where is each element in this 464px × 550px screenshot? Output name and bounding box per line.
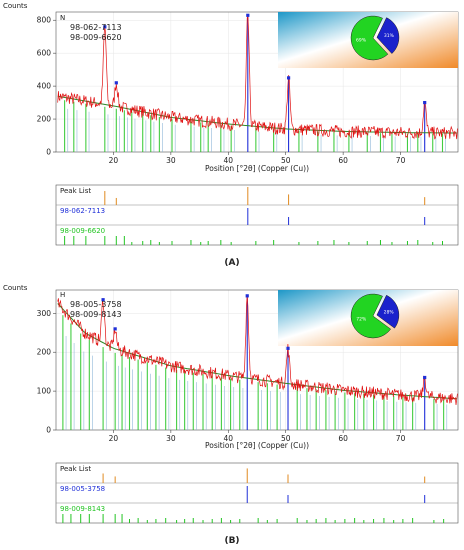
- caption-b: (B): [224, 536, 239, 546]
- peak-marker: [114, 81, 118, 85]
- sticks-main-b: [62, 295, 448, 430]
- y-tick-label: 0: [46, 426, 51, 435]
- measured-pattern-a: [57, 15, 458, 140]
- peak-markers-b: [101, 294, 427, 380]
- y-tick-label: 200: [37, 115, 52, 124]
- pie-b: 28% 72%: [350, 293, 400, 339]
- measured-curve: [57, 295, 458, 406]
- inset-a: 31% 69%: [278, 12, 458, 68]
- pie-slice: [376, 294, 400, 329]
- axis-ticks-a: 20 30 40 50 60 70 0 200 400 600 800: [37, 16, 406, 165]
- peak-marker: [286, 76, 291, 80]
- peak-markers-a: [103, 13, 427, 105]
- y-tick-label: 400: [37, 82, 52, 91]
- x-tick-label: 60: [338, 434, 348, 443]
- peak-marker: [423, 100, 427, 105]
- plot-frame-a: [55, 11, 459, 153]
- x-axis-label-b: Position [°2θ] (Copper (Cu)): [205, 441, 309, 450]
- pie-slice-label: 28%: [384, 310, 395, 316]
- panel-letter-b: H: [60, 291, 65, 299]
- peak-marker: [103, 25, 107, 29]
- y-tick-label: 800: [37, 16, 52, 25]
- y-tick-label: 0: [46, 148, 51, 157]
- stick-row-label-ref1-b: 98-005-3758: [60, 485, 105, 493]
- stick-row-label-peaklist-b: Peak List: [60, 465, 91, 473]
- sticks-main-a: [64, 15, 446, 152]
- stick-row-label-ref1-a: 98-062-7113: [60, 207, 105, 215]
- caption-a: (A): [224, 258, 239, 268]
- peak-marker: [101, 298, 105, 302]
- y-tick-label: 200: [37, 348, 52, 357]
- axis-ticks-b: 20 30 40 50 60 70 0 100 200 300: [37, 309, 406, 443]
- stick-pattern-box-a: Peak List 98-062-7113 98-009-6620: [55, 184, 459, 246]
- stick-row-label-ref2-b: 98-009-8143: [60, 505, 105, 513]
- stick-rows-b: [62, 468, 445, 523]
- peak-marker: [113, 327, 117, 331]
- y-tick-label: 100: [37, 387, 52, 396]
- stick-row-label-peaklist-a: Peak List: [60, 187, 91, 195]
- x-axis-label-a: Position [°2θ] (Copper (Cu)): [205, 164, 309, 173]
- x-tick-label: 50: [281, 156, 291, 165]
- peak-marker: [286, 346, 290, 350]
- counts-label-a: Counts: [3, 2, 28, 10]
- panel-b: Counts 28% 72% 20 30 40 50 60 70 0 100 200 300 H 9…: [3, 284, 459, 546]
- plot-frame-b: [55, 289, 459, 431]
- peak-marker: [246, 13, 250, 17]
- stick-box-frame-a: [55, 184, 459, 246]
- legend-ref2-a: 98-009-6620: [70, 33, 122, 42]
- inset-b: 28% 72%: [278, 290, 458, 346]
- pie-slice: [350, 15, 389, 61]
- y-tick-label: 600: [37, 49, 52, 58]
- stick-box-frame-b: [55, 462, 459, 524]
- legend-ref1-a: 98-062-7113: [70, 23, 122, 32]
- x-tick-label: 30: [166, 156, 176, 165]
- pie-slice: [376, 17, 400, 54]
- counts-label-b: Counts: [3, 284, 28, 292]
- x-tick-label: 60: [338, 156, 348, 165]
- panel-letter-a: N: [60, 14, 65, 22]
- pie-slice-label: 31%: [384, 33, 395, 39]
- stick-row-label-ref2-a: 98-009-6620: [60, 227, 105, 235]
- measured-pattern-b: [57, 295, 458, 406]
- x-tick-label: 70: [396, 156, 406, 165]
- x-tick-label: 20: [109, 156, 119, 165]
- stick-pattern-box-b: Peak List 98-005-3758 98-009-8143: [55, 462, 459, 524]
- legend-ref1-b: 98-005-3758: [70, 300, 122, 309]
- peak-marker: [245, 294, 249, 298]
- panel-a: Counts 31%69% 20 30 40 50 60 700200400600800 …: [3, 2, 459, 268]
- pie-slice-label: 72%: [356, 316, 367, 322]
- pie-a: 31% 69%: [350, 15, 400, 61]
- peak-marker: [423, 375, 427, 380]
- x-tick-label: 40: [224, 156, 234, 165]
- legend-ref2-b: 98-009-8143: [70, 310, 122, 319]
- y-tick-label: 300: [37, 309, 52, 318]
- x-tick-label: 70: [396, 434, 406, 443]
- pie-slice-label: 69%: [356, 37, 367, 43]
- x-tick-label: 30: [166, 434, 176, 443]
- pie-slice: [350, 293, 392, 339]
- x-tick-label: 20: [109, 434, 119, 443]
- measured-curve: [57, 15, 458, 140]
- x-tick-label: 40: [224, 434, 234, 443]
- stick-rows-a: [64, 187, 443, 245]
- x-tick-label: 50: [281, 434, 291, 443]
